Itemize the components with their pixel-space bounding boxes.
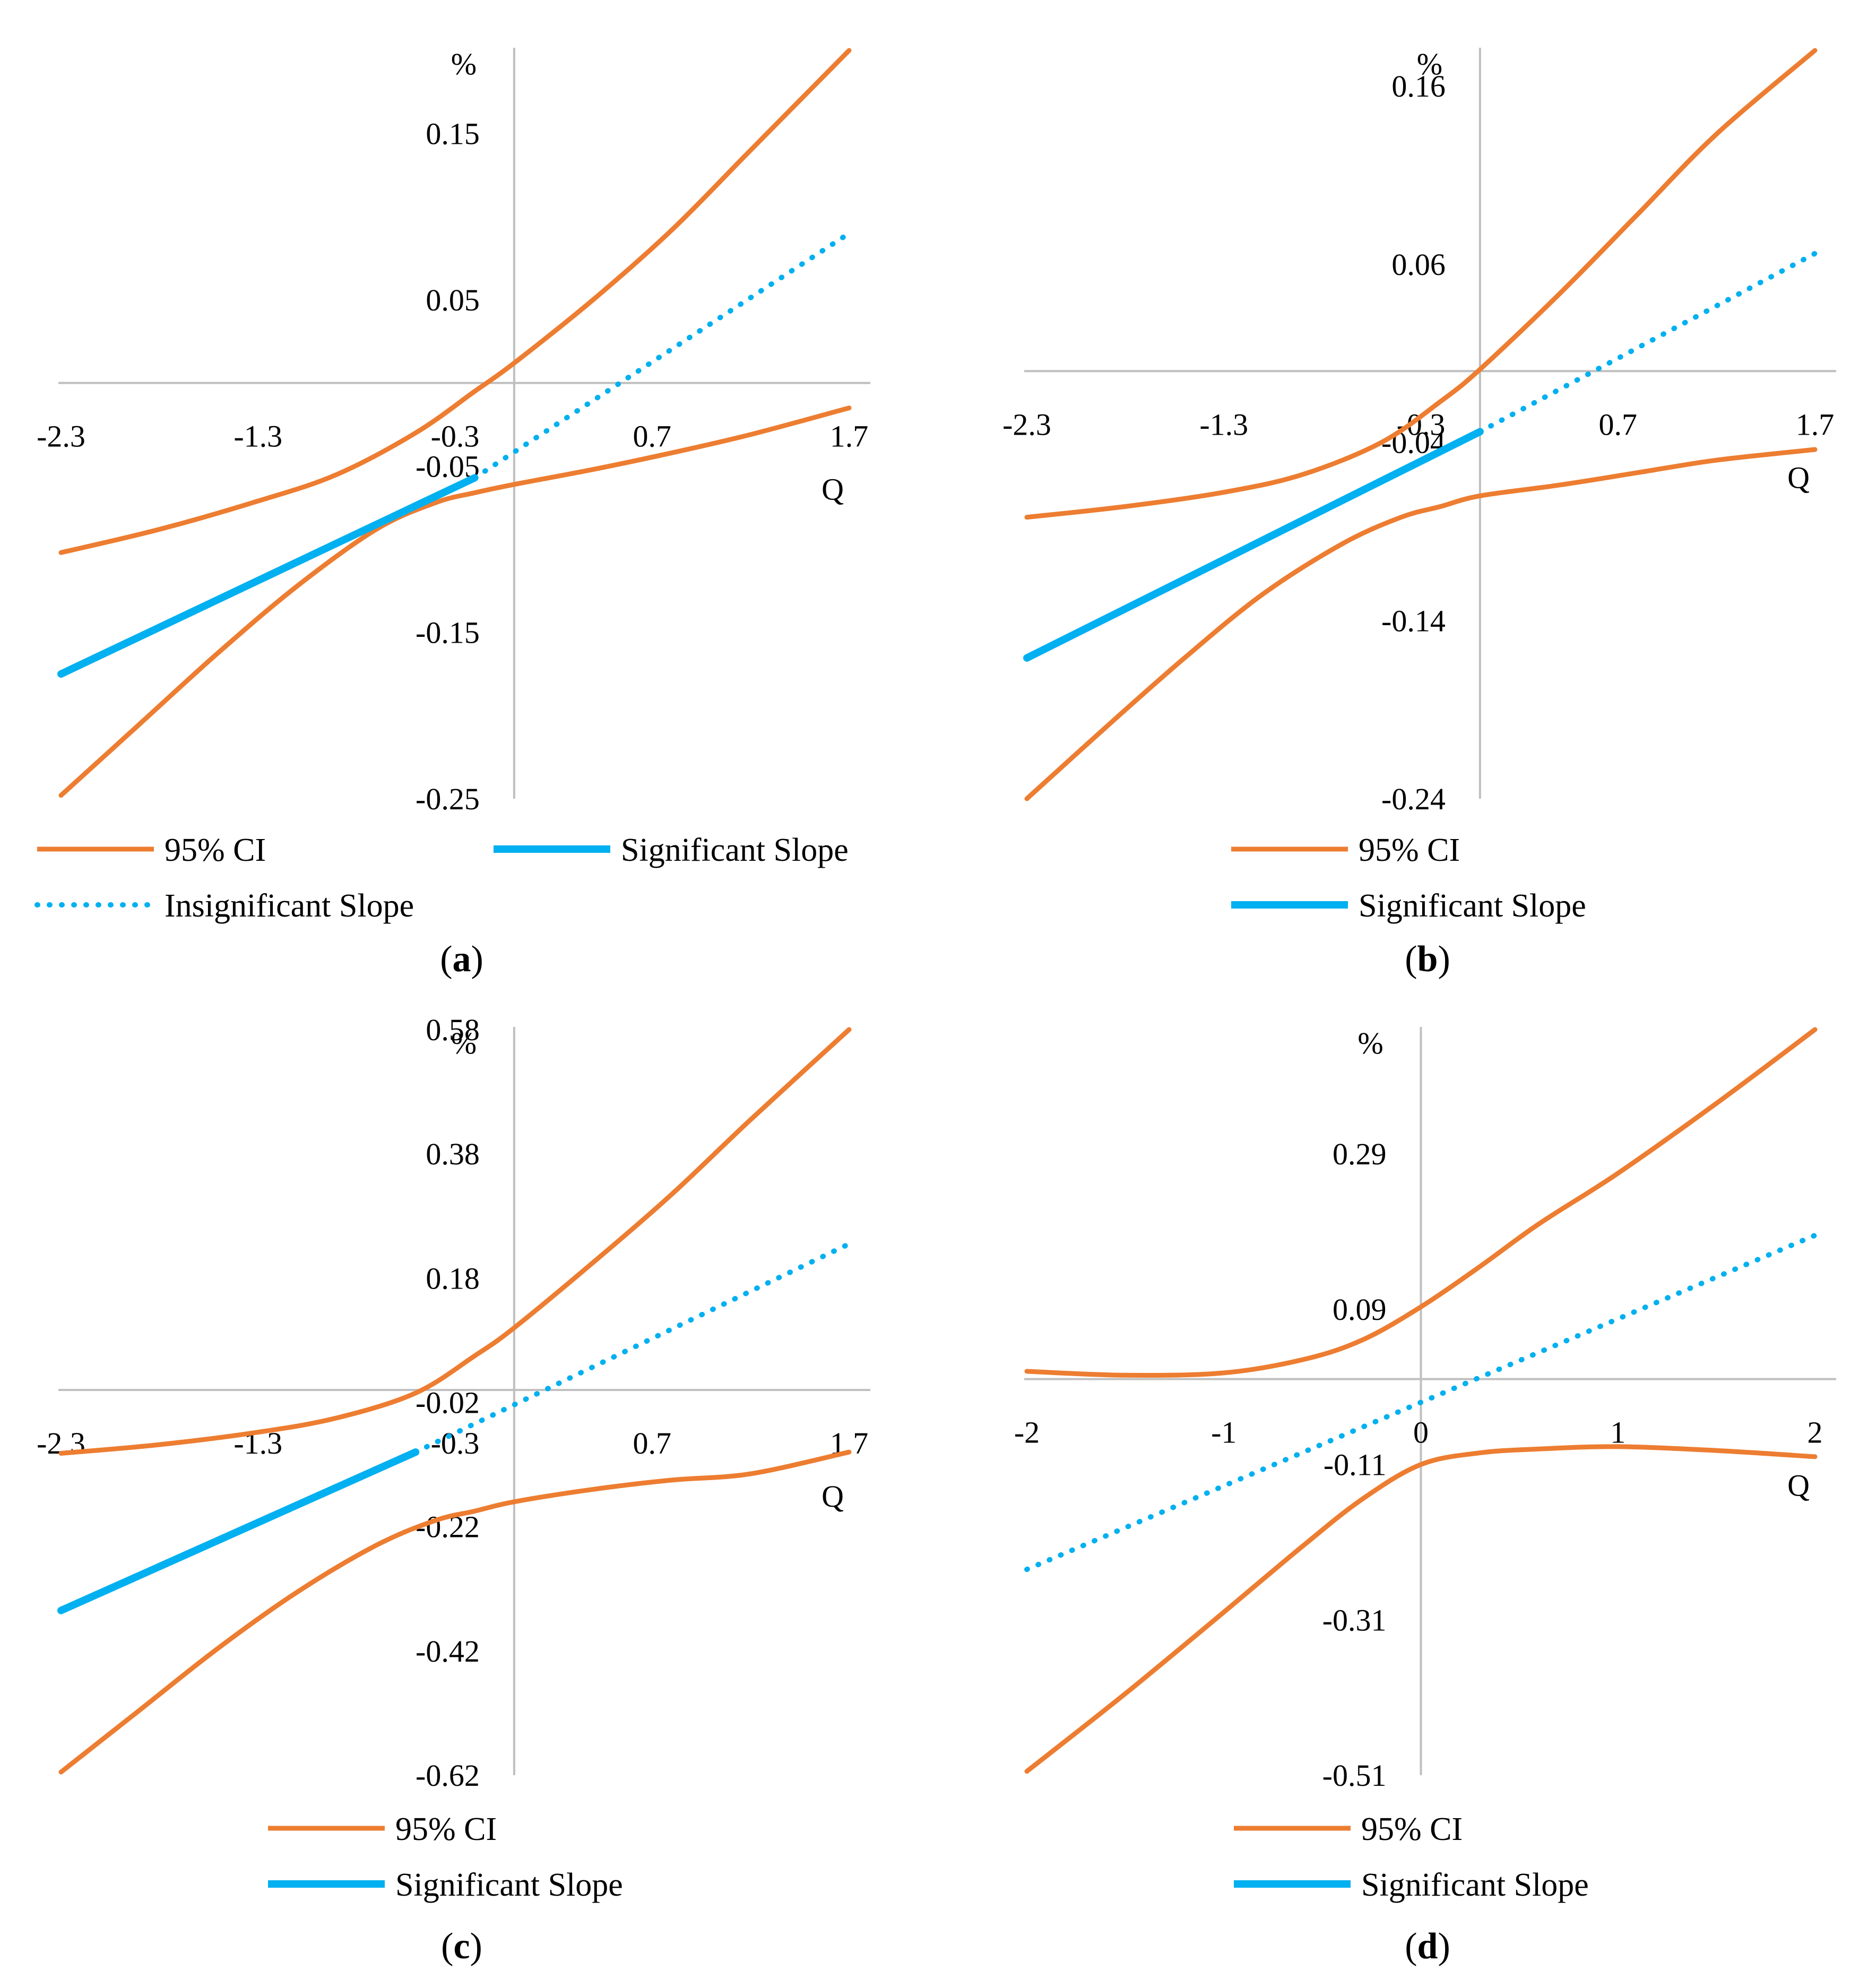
y-tick-label: 0.16 <box>1391 69 1446 103</box>
panel-caption: (c) <box>441 1926 482 1967</box>
legend-item: 95% CI <box>268 1811 497 1847</box>
x-axis-label: Q <box>821 472 844 507</box>
y-tick-label: -0.31 <box>1322 1603 1387 1637</box>
series-significant-line <box>57 1448 420 1614</box>
legend-item: 95% CI <box>1234 1811 1463 1847</box>
series-insignificant-line <box>472 230 852 481</box>
x-axis-label: Q <box>1787 460 1810 495</box>
series-ci-line <box>1024 48 1818 520</box>
legend-label: Insignificant Slope <box>165 888 414 924</box>
series-ci-line <box>1024 447 1818 801</box>
y-tick-label: 0.09 <box>1333 1292 1387 1327</box>
legend-label: Significant Slope <box>395 1867 623 1903</box>
x-tick-label: -2 <box>1014 1415 1040 1450</box>
series-insignificant-line <box>413 1241 852 1455</box>
x-tick-label: -0.3 <box>431 419 480 454</box>
panel-caption: (d) <box>1405 1926 1450 1967</box>
y-tick-label: 0.18 <box>426 1261 480 1295</box>
series-ci-line <box>58 405 852 798</box>
y-tick-label: 0.05 <box>426 283 480 317</box>
y-tick-label: -0.11 <box>1324 1448 1387 1482</box>
legend-label: 95% CI <box>1359 832 1460 868</box>
y-tick-label: -0.51 <box>1322 1758 1387 1793</box>
y-axis-unit: % <box>451 1026 477 1060</box>
x-tick-label: -1.3 <box>1199 407 1248 442</box>
legend-label: 95% CI <box>395 1811 497 1847</box>
legend-item: Significant Slope <box>1231 888 1586 924</box>
panel-caption: (a) <box>440 939 483 980</box>
series-ci-line <box>1024 1444 1818 1774</box>
x-tick-label: -2.3 <box>1002 407 1051 442</box>
y-axis-unit: % <box>1417 47 1442 81</box>
legend-item: Significant Slope <box>1234 1867 1589 1903</box>
x-tick-label: 1.7 <box>830 419 869 454</box>
series-ci-line <box>1024 1027 1818 1378</box>
legend-label: 95% CI <box>165 832 266 868</box>
y-tick-label: 0.15 <box>426 117 480 151</box>
x-tick-label: 0.7 <box>633 1426 672 1460</box>
series-significant-line <box>1023 428 1484 662</box>
panel-d: 0.29 0.09 -0.11 -0.31 -0.51 -2 -1 0 1 2% Q 95% CI Si… <box>1014 1026 1836 1967</box>
x-tick-label: -1.3 <box>233 419 282 454</box>
series-ci-line <box>58 48 852 555</box>
x-tick-label: 0 <box>1413 1415 1429 1450</box>
legend-label: 95% CI <box>1361 1811 1463 1847</box>
x-tick-label: -2.3 <box>37 419 85 454</box>
y-tick-label: -0.62 <box>416 1758 480 1793</box>
legend-item: Insignificant Slope <box>34 888 414 924</box>
legend-label: Significant Slope <box>621 832 849 868</box>
x-axis-label: Q <box>821 1479 844 1514</box>
x-tick-label: 1.7 <box>1796 407 1835 442</box>
y-tick-label: -0.24 <box>1381 782 1446 816</box>
legend-item: Significant Slope <box>268 1867 623 1903</box>
series-insignificant-line <box>1024 1232 1818 1572</box>
panel-b: 0.160.06-0.04-0.14-0.24-2.3 -1.3 -0.3 0.7 1.… <box>1002 47 1836 980</box>
y-tick-label: -0.14 <box>1381 603 1446 638</box>
y-tick-label: 0.38 <box>426 1137 480 1171</box>
legend-item: Significant Slope <box>494 832 849 868</box>
y-axis-unit: % <box>1357 1026 1383 1060</box>
y-tick-label: 0.58 <box>426 1013 480 1047</box>
series-insignificant-line <box>1477 250 1818 435</box>
legend-label: Significant Slope <box>1361 1867 1589 1903</box>
x-tick-label: 1 <box>1610 1415 1625 1450</box>
x-tick-label: -1 <box>1211 1415 1236 1450</box>
legend-label: Significant Slope <box>1359 888 1586 924</box>
legend-item: 95% CI <box>37 832 266 868</box>
y-tick-label: -0.15 <box>416 616 480 650</box>
y-tick-label: 0.29 <box>1333 1137 1387 1171</box>
y-tick-label: 0.06 <box>1391 247 1446 282</box>
y-tick-label: -0.42 <box>416 1634 480 1669</box>
x-tick-label: 0.7 <box>633 419 672 454</box>
panel-a: 0.150.05-0.05-0.15-0.25-2.3 -1.3 -0.3 0.7 1.… <box>34 47 870 980</box>
panel-caption: (b) <box>1405 939 1450 980</box>
series-ci-line <box>58 1449 852 1775</box>
x-axis-label: Q <box>1787 1468 1810 1503</box>
panel-c: 0.580.380.18-0.02-0.22-0.42-0.62-2.3 -1.3… <box>37 1013 870 1967</box>
x-tick-label: -0.3 <box>1397 407 1446 442</box>
series-significant-line <box>57 474 479 678</box>
y-tick-label: -0.25 <box>416 782 480 816</box>
y-axis-unit: % <box>451 47 477 81</box>
legend-item: 95% CI <box>1231 832 1460 868</box>
y-tick-label: -0.02 <box>416 1386 480 1420</box>
x-tick-label: 0.7 <box>1599 407 1638 442</box>
x-tick-label: 2 <box>1808 1415 1823 1450</box>
series-ci-line <box>58 1027 852 1456</box>
